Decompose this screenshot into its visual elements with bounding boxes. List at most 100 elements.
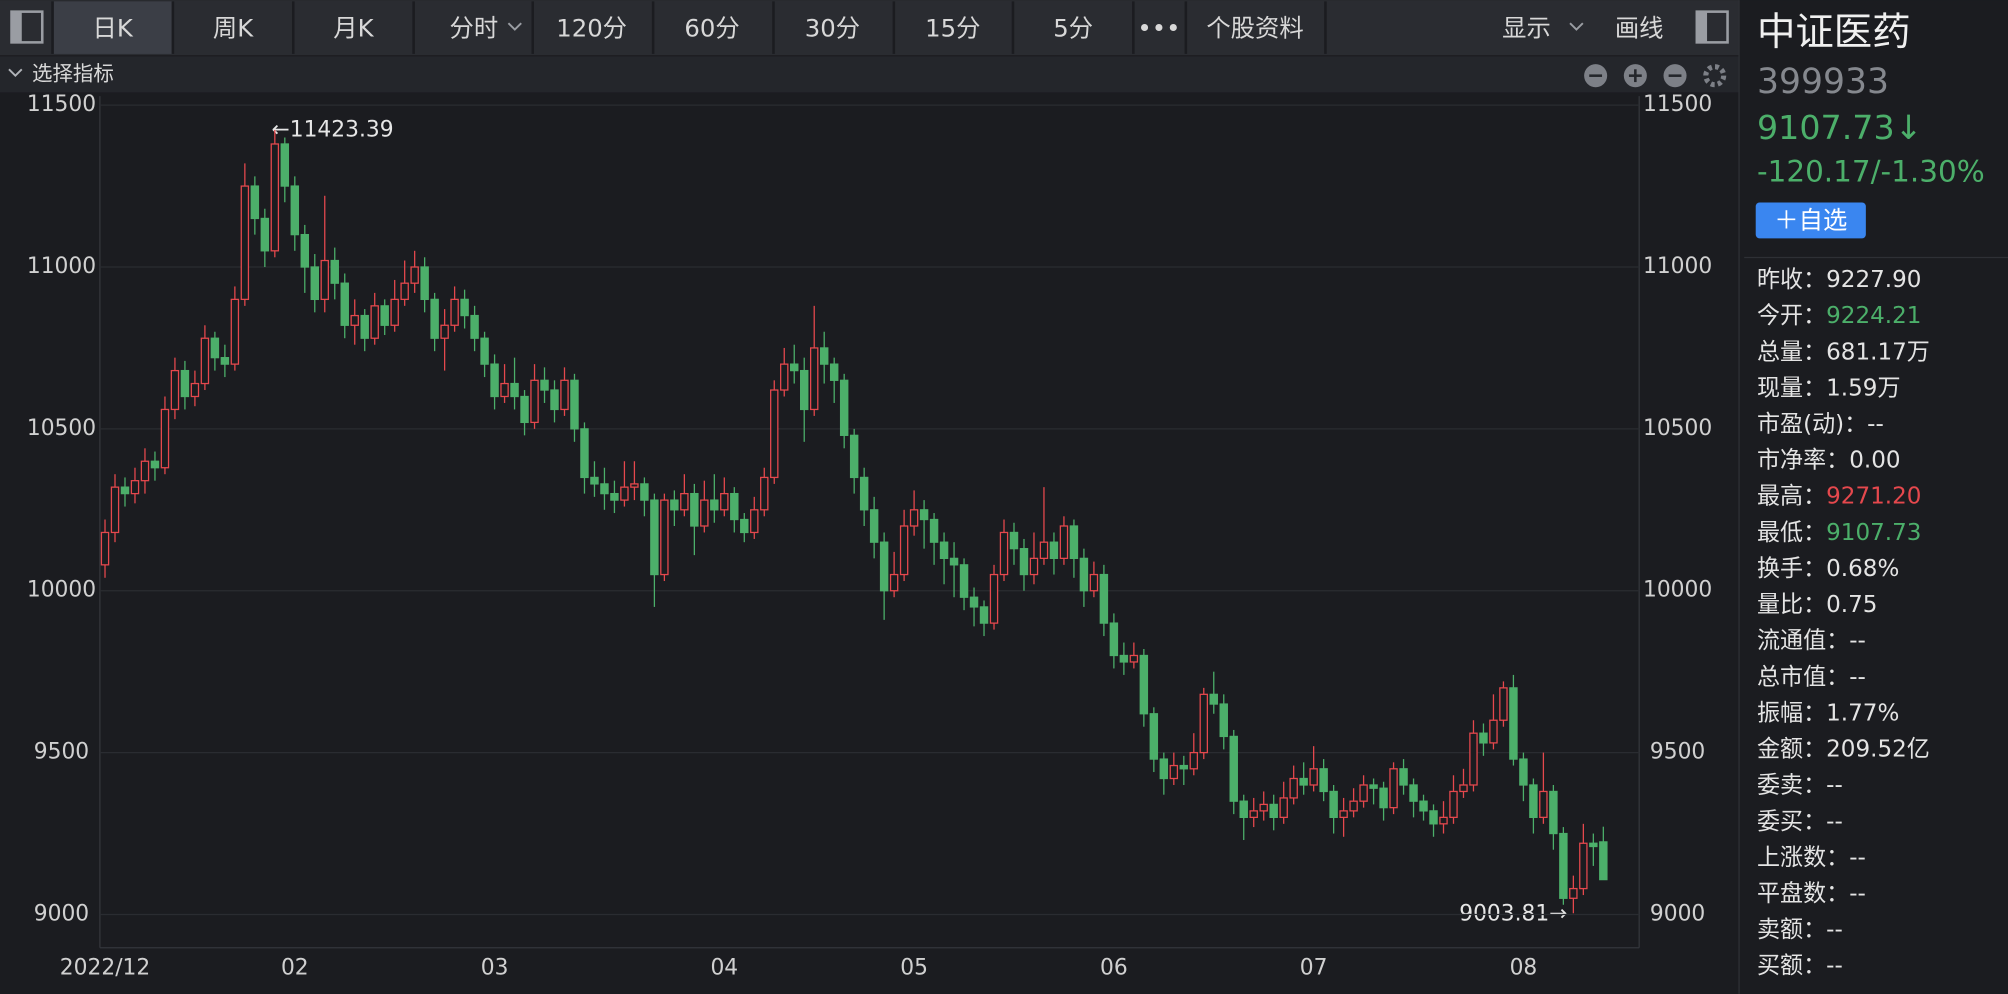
indicator-bar: [0, 56, 1740, 93]
candle-body: [889, 573, 899, 592]
candle-body: [1449, 790, 1458, 818]
candle-body: [1539, 790, 1548, 818]
tab[interactable]: 5分: [1053, 14, 1093, 43]
candle-body: [450, 298, 459, 326]
candle-body: [640, 483, 649, 501]
candle-body: [440, 324, 449, 339]
candle-body: [1279, 797, 1288, 818]
tab[interactable]: 日K: [93, 14, 134, 43]
candle-body: [290, 185, 300, 236]
quote-label: 量比：: [1757, 592, 1826, 618]
quote-label: 振幅：: [1757, 700, 1826, 726]
candle-body: [1509, 687, 1518, 760]
candle-body: [1369, 784, 1378, 789]
watchlist-button-label[interactable]: ＋自选: [1774, 206, 1847, 235]
candle-body: [979, 606, 989, 624]
toolbar: [0, 0, 1740, 56]
candle-body: [1079, 557, 1089, 592]
candle-body: [1569, 887, 1578, 899]
candle-body: [1229, 735, 1238, 802]
candle-body: [390, 298, 399, 326]
candle-body: [1029, 557, 1039, 576]
candle-body: [1579, 842, 1588, 890]
toolbar-button[interactable]: 显示: [1502, 14, 1551, 43]
quote-value: 9227.90: [1826, 267, 1921, 293]
quote-label: 最高：: [1757, 484, 1826, 510]
change: -120.17/-1.30%: [1757, 155, 1985, 189]
quote-label: 现量：: [1757, 375, 1826, 401]
quote-label: 卖额：: [1757, 917, 1826, 943]
candle-body: [470, 314, 479, 339]
candle-body: [160, 408, 170, 469]
y-tick-label: 10000: [27, 578, 96, 603]
chevron: [507, 22, 522, 31]
watchlist-button[interactable]: [1755, 202, 1866, 239]
candle-body: [1329, 790, 1338, 818]
tab[interactable]: 30分: [805, 14, 860, 43]
y2-tick-label: 10000: [1643, 578, 1712, 603]
candle-body: [730, 492, 739, 521]
x-tick-label: 05: [900, 955, 928, 980]
candle-body: [1299, 777, 1308, 786]
candle-body: [1419, 800, 1428, 812]
candle-body: [130, 480, 140, 495]
candle-body: [1529, 784, 1538, 818]
y2-tick-label: 11000: [1643, 254, 1712, 279]
quote-value: 1.77%: [1826, 700, 1899, 726]
x-tick-label: 02: [281, 955, 309, 980]
candle-body: [959, 564, 969, 598]
candle-body: [1039, 541, 1049, 560]
candle-body: [939, 541, 949, 560]
candle-body: [1139, 654, 1149, 715]
candle-body: [780, 363, 789, 391]
chevron: [1569, 22, 1584, 31]
indicator-label[interactable]: 选择指标: [32, 61, 114, 85]
icon-glyph: [1589, 74, 1603, 77]
icon-glyph: [1634, 69, 1637, 83]
quote-value: 0.68%: [1826, 556, 1899, 582]
quote-value: 9271.20: [1826, 484, 1921, 510]
tab[interactable]: 个股资料: [1206, 14, 1303, 43]
candle-body: [1409, 784, 1418, 802]
candle-body: [1459, 784, 1468, 793]
y-tick-label: 9000: [34, 901, 89, 926]
candle-body: [1549, 790, 1558, 835]
x-tick-label: 04: [710, 955, 738, 980]
candle-body: [350, 314, 359, 326]
quote-value: 9224.21: [1826, 303, 1921, 329]
candle-body: [1339, 810, 1348, 818]
tab[interactable]: 15分: [925, 14, 980, 43]
candle-body: [1379, 787, 1388, 809]
candle-body: [280, 143, 290, 187]
candle-body: [1109, 622, 1119, 657]
candle-body: [799, 369, 809, 411]
tab[interactable]: 60分: [684, 14, 739, 43]
quote-label: 昨收：: [1757, 267, 1826, 293]
candle-body: [370, 305, 379, 339]
candle-body: [600, 483, 609, 495]
tab[interactable]: 周K: [213, 14, 254, 43]
x-tick-label: 08: [1510, 955, 1538, 980]
candle-body: [220, 357, 230, 365]
y2-tick-label: 9000: [1650, 901, 1705, 926]
tab[interactable]: 120分: [556, 14, 627, 43]
candle-body: [1439, 816, 1448, 825]
tab[interactable]: 分时: [449, 14, 498, 43]
candle-body: [1059, 525, 1069, 560]
candle-body: [700, 499, 709, 527]
candle-body: [500, 382, 509, 398]
candle-body: [360, 314, 369, 339]
quote-label: 最低：: [1757, 520, 1826, 546]
quote-value: --: [1826, 809, 1843, 835]
candle-body: [410, 266, 419, 284]
candle-body: [1089, 573, 1099, 592]
tab[interactable]: 月K: [333, 14, 374, 43]
candle-body: [540, 379, 549, 391]
candle-body: [1499, 687, 1508, 721]
toolbar-button[interactable]: 画线: [1615, 14, 1664, 43]
icon[interactable]: [1703, 64, 1727, 88]
candle-body: [690, 492, 699, 527]
candle-body: [650, 499, 659, 576]
tab[interactable]: •••: [1137, 14, 1180, 43]
